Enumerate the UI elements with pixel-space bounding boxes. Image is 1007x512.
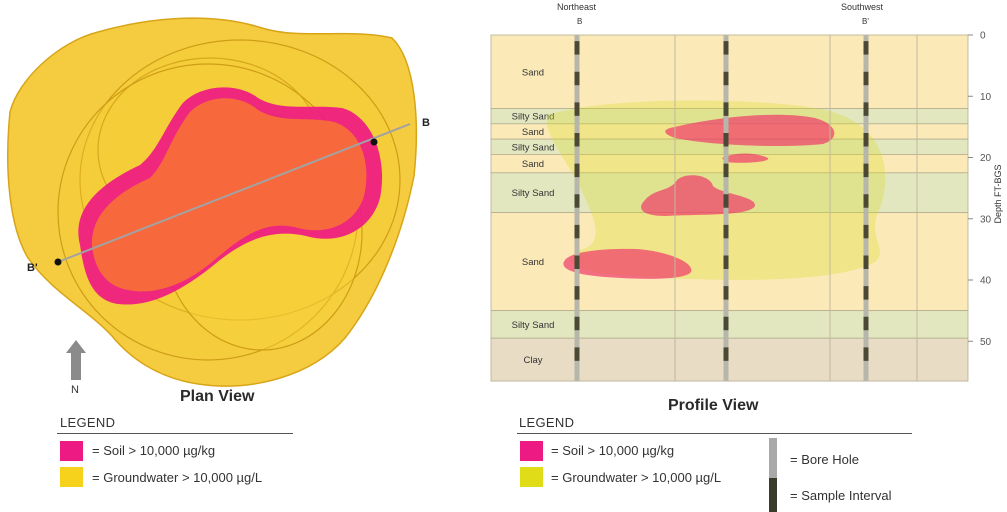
sample-interval: [863, 71, 869, 86]
depth-tick-label: 0: [980, 31, 986, 42]
sample-interval-legend-label: = Sample Interval: [790, 488, 892, 503]
sample-interval: [723, 163, 729, 178]
depth-axis-label: Depth FT-BGS: [993, 164, 1003, 224]
depth-tick-label: 40: [980, 276, 992, 287]
layer-0: [490, 34, 969, 109]
sample-interval: [723, 286, 729, 300]
sample-interval: [574, 102, 580, 116]
sample-interval: [574, 41, 580, 55]
depth-axis: 0 10 20 30 40 50: [968, 31, 992, 348]
sample-interval: [863, 224, 869, 239]
bore-hole-2: [723, 35, 729, 382]
section-point-b-prime: [54, 258, 62, 266]
layer-label: Sand: [522, 257, 544, 268]
sample-interval: [574, 286, 580, 300]
bore-hole-3: [863, 35, 869, 382]
sample-interval: [723, 347, 729, 361]
plan-legend-groundwater-swatch: [60, 467, 83, 487]
plan-legend-soil-label: = Soil > 10,000 µg/kg: [92, 443, 216, 458]
profile-legend-groundwater-label: = Groundwater > 10,000 µg/L: [551, 470, 722, 485]
profile-b-prime-label: B': [862, 17, 869, 26]
north-arrow-icon: [66, 340, 86, 380]
sample-interval-legend-icon: [769, 478, 777, 512]
section-start-label: B: [422, 117, 430, 129]
layer-label: Silty Sand: [512, 142, 555, 153]
sample-interval: [863, 102, 869, 116]
profile-legend-groundwater-swatch: [520, 467, 543, 487]
layer-label: Silty Sand: [512, 112, 555, 123]
sample-interval: [863, 163, 869, 178]
depth-tick-label: 30: [980, 214, 992, 225]
sample-interval: [863, 316, 869, 331]
section-end-label: B': [27, 262, 38, 274]
layer-label: Clay: [523, 355, 542, 366]
sample-interval: [574, 194, 580, 208]
north-label: N: [71, 384, 79, 396]
layer-label: Sand: [522, 159, 544, 170]
depth-tick-label: 50: [980, 337, 992, 348]
plan-legend-groundwater-label: = Groundwater > 10,000 µg/L: [92, 470, 263, 485]
plan-legend-divider: [57, 433, 293, 434]
sample-interval: [723, 224, 729, 239]
layer-label: Sand: [522, 67, 544, 78]
plan-view-title: Plan View: [180, 388, 255, 405]
profile-legend-soil-swatch: [520, 441, 543, 461]
depth-tick-label: 10: [980, 92, 992, 103]
layer-8: [490, 337, 969, 382]
layer-label: Silty Sand: [512, 188, 555, 199]
sample-interval: [863, 347, 869, 361]
sample-interval: [723, 102, 729, 116]
sample-interval: [723, 316, 729, 331]
layer-label: Silty Sand: [512, 320, 555, 331]
stratigraphy-layers: Sand Silty Sand Sand Silty Sand Sand Silty Sa…: [490, 34, 969, 382]
sample-interval: [574, 71, 580, 86]
sample-interval: [723, 133, 729, 147]
sample-interval: [723, 71, 729, 86]
profile-northeast-label: Northeast: [557, 2, 597, 12]
profile-legend-heading: LEGEND: [519, 415, 575, 430]
plan-legend-heading: LEGEND: [60, 415, 116, 430]
depth-tick-label: 20: [980, 153, 992, 164]
section-line: [57, 123, 411, 263]
sample-interval: [863, 41, 869, 55]
sample-interval: [574, 133, 580, 147]
profile-plumes: [546, 100, 886, 280]
sample-interval: [723, 41, 729, 55]
soil-plume-profile: [722, 153, 769, 163]
bore-hole-legend-icon: [769, 438, 777, 478]
sample-interval: [574, 316, 580, 331]
bore-holes: [574, 35, 869, 382]
section-point-b: [370, 138, 378, 146]
layer-label: Sand: [522, 127, 544, 138]
sample-interval: [723, 255, 729, 269]
plan-legend-soil-swatch: [60, 441, 83, 461]
sample-interval: [574, 163, 580, 178]
profile-southwest-label: Southwest: [841, 2, 884, 12]
profile-grid-lines: [674, 35, 918, 381]
sample-interval: [574, 347, 580, 361]
soil-plume-profile: [563, 248, 692, 279]
layer-7: [490, 310, 969, 339]
sample-interval: [723, 194, 729, 208]
profile-view-section: Sand Silty Sand Sand Silty Sand Sand Silty Sa…: [490, 31, 992, 382]
profile-view-title: Profile View: [668, 397, 759, 414]
soil-plume-profile: [665, 114, 835, 146]
sample-interval: [574, 224, 580, 239]
profile-b-label: B: [577, 17, 583, 26]
profile-legend-soil-label: = Soil > 10,000 µg/kg: [551, 443, 675, 458]
sample-interval: [863, 133, 869, 147]
sample-interval: [863, 255, 869, 269]
bore-hole-1: [574, 35, 580, 382]
sample-interval: [863, 286, 869, 300]
bore-hole-legend-label: = Bore Hole: [790, 452, 860, 467]
sample-interval: [863, 194, 869, 208]
profile-legend-divider: [517, 433, 912, 434]
plan-view-map: [7, 17, 418, 387]
sample-interval: [574, 255, 580, 269]
